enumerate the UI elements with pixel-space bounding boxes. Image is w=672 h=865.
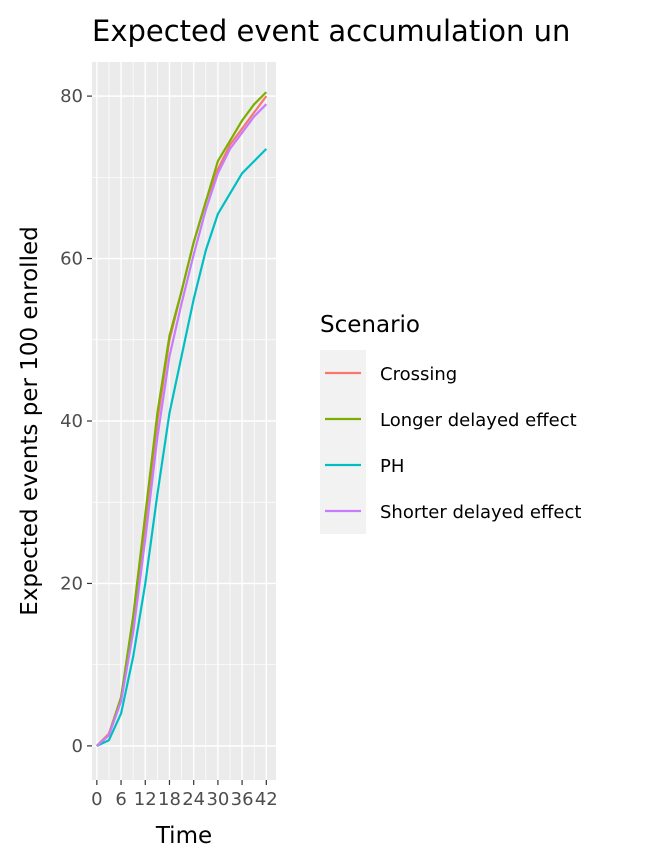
x-tick-label: 30 [206, 789, 229, 810]
y-axis: 0 20 40 60 80 [60, 86, 92, 757]
y-axis-title: Expected events per 100 enrolled [17, 226, 43, 615]
x-tick-label: 24 [182, 789, 205, 810]
series-line-shorter-delayed-effect [96, 103, 268, 747]
legend-key-background [320, 350, 366, 534]
legend-title: Scenario [320, 312, 420, 338]
x-tick-label: 0 [91, 789, 102, 810]
x-tick-label: 18 [158, 789, 181, 810]
legend-label-shorter-delayed-effect: Shorter delayed effect [380, 502, 581, 523]
x-axis: 0 6 12 18 24 30 36 42 [91, 780, 278, 810]
x-tick-label: 12 [134, 789, 157, 810]
chart-title: Expected event accumulation un [92, 14, 570, 48]
x-tick-label: 36 [231, 789, 254, 810]
legend-label-ph: PH [380, 456, 404, 477]
x-tick-label: 42 [255, 789, 278, 810]
y-tick-label: 20 [60, 573, 83, 594]
series-line-longer-delayed-effect [96, 91, 268, 747]
major-gridlines [92, 62, 276, 780]
series-lines [96, 91, 268, 747]
y-tick-label: 80 [60, 86, 83, 107]
x-tick-label: 6 [115, 789, 126, 810]
legend-label-crossing: Crossing [380, 364, 457, 385]
legend-label-longer-delayed-effect: Longer delayed effect [380, 410, 577, 431]
y-tick-label: 60 [60, 249, 83, 270]
series-line-ph [96, 148, 268, 747]
y-tick-label: 40 [60, 411, 83, 432]
legend: Scenario Crossing Longer delayed effect PH… [320, 312, 581, 534]
y-tick-label: 0 [72, 736, 83, 757]
x-axis-title: Time [155, 823, 212, 849]
